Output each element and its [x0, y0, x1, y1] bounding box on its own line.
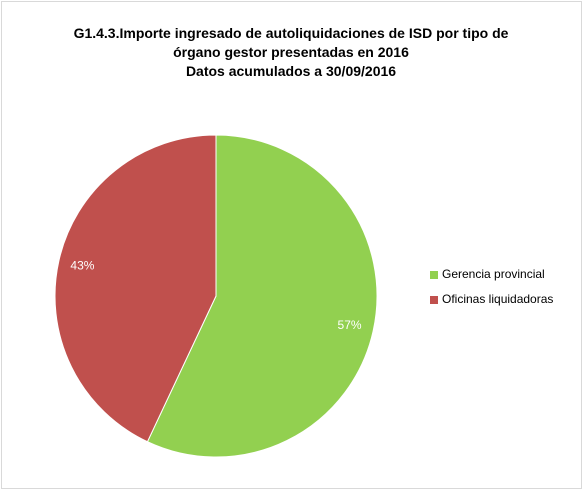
pie-slice [54, 134, 217, 443]
legend-swatch [430, 271, 438, 279]
legend-swatch [430, 296, 438, 304]
chart-title: G1.4.3.Importe ingresado de autoliquidac… [73, 25, 509, 60]
pie-slice [146, 134, 378, 458]
legend-label: Gerencia provincial [442, 267, 545, 281]
chart-subtitle: Datos acumulados a 30/09/2016 [185, 63, 397, 79]
legend-label: Oficinas liquidadoras [442, 292, 553, 306]
data-label: 57% [338, 318, 362, 332]
data-label: 43% [70, 258, 94, 272]
